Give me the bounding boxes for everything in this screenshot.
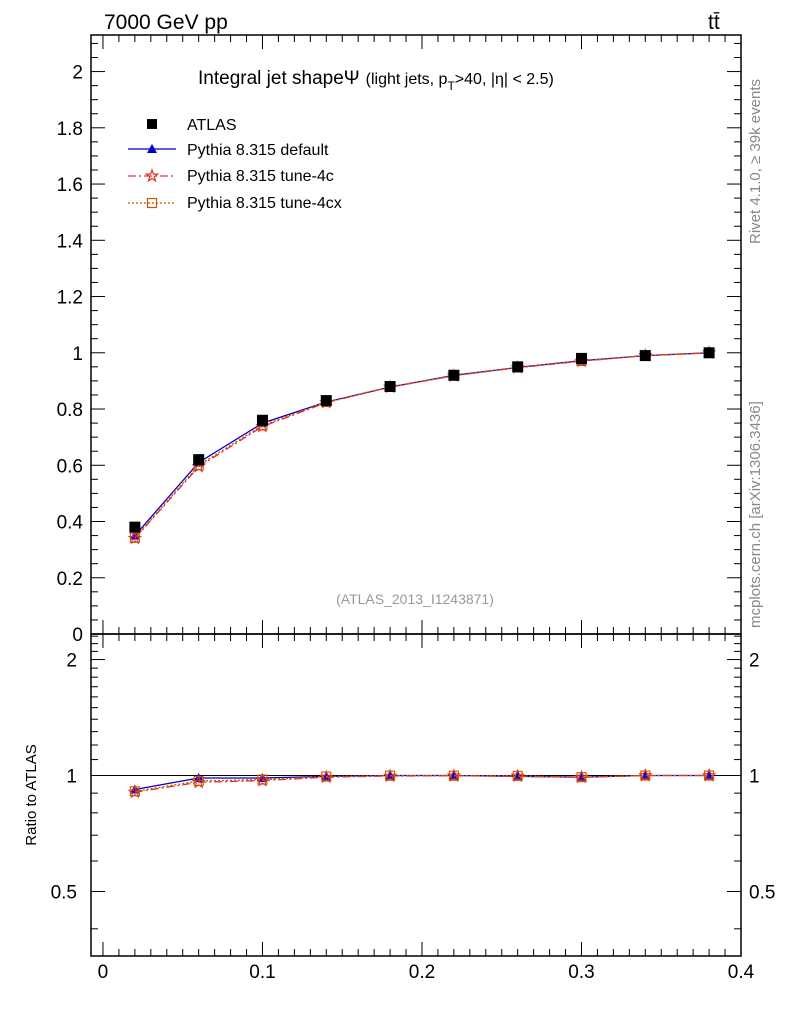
main-point-triangle [129,530,140,540]
main-atlas-point [639,350,651,362]
ratio-line-open-square [134,774,710,792]
legend-label-default: Pythia 8.315 default [187,142,329,159]
main-atlas-point [703,347,715,359]
main-atlas-point [256,414,268,426]
x-tick-label: 0.4 [728,962,755,983]
ratio-y-tick-label: 0.5 [51,882,77,903]
x-tick-label: 0.2 [409,962,435,983]
ratio-point-open-square [385,770,396,781]
legend-marker-tune4cx [146,197,158,209]
main-y-tick-label: 0.6 [57,456,83,477]
main-y-tick-label: 1 [72,344,83,365]
main-y-tick-label: 0 [72,625,83,646]
ratio-y-axis-label: Ratio to ATLAS [23,744,40,845]
main-y-tick-label: 1.2 [57,288,83,309]
main-y-tick-label: 0.8 [57,400,83,421]
ratio-plot-frame [90,633,742,957]
ratio-point-open-square [193,775,204,787]
ratio-line-star [134,774,710,793]
legend-label-tune4cx: Pythia 8.315 tune-4cx [187,195,342,212]
plot-title-psi: Ψ [344,68,360,89]
mcplots-credit-text: mcplots.cern.ch [arXiv:1306.3436] [747,401,764,628]
x-tick-label: 0.3 [568,962,594,983]
ratio-point-open-square [576,772,587,783]
main-line-open-square [134,352,710,539]
legend: ATLAS Pythia 8.315 default Pythia 8.315 … [128,117,342,212]
main-atlas-point [512,361,524,373]
main-atlas-point [448,369,460,381]
main-y-tick-label: 1.8 [57,119,83,140]
rivet-version-text: Rivet 4.1.0, ≥ 39k events [747,79,764,244]
main-atlas-point [384,381,396,393]
main-line-triangle [134,352,710,537]
main-atlas-point [193,454,205,466]
plot-title: Integral jet shapeΨ (light jets, pT>40, |… [198,68,554,93]
ratio-point-open-square [257,774,268,785]
main-y-tick-label: 2 [72,63,83,84]
legend-marker-atlas [147,119,157,129]
main-point-open-square [129,532,140,543]
main-y-tick-label: 0.4 [57,513,84,534]
ratio-point-open-square [321,771,332,782]
legend-label-tune4c: Pythia 8.315 tune-4c [187,168,334,185]
legend-label-atlas: ATLAS [187,117,237,134]
ratio-point-open-square [704,770,715,781]
plot-title-main: Integral jet shape [198,68,344,89]
chart-marks: 0 0.2 0.4 0.6 0.8 1 1.2 1.4 1.6 1.8 2 0 0.1 0.2 0.3 0.4… [51,34,775,983]
ratio-point-open-square [640,770,651,781]
ratio-y-tick-label-right: 0.5 [749,882,775,903]
ratio-y-tick-label-right: 1 [749,767,760,788]
plot-title-sub: (light jets, p [366,71,448,88]
header-left: 7000 GeV pp [104,11,228,34]
main-y-tick-label: 0.2 [57,569,83,590]
main-atlas-point [320,395,332,407]
main-atlas-point [575,352,587,364]
ratio-line-triangle [134,774,710,791]
main-atlas-point [129,521,141,533]
ratio-y-tick-label: 1 [66,767,77,788]
main-y-tick-label: 1.4 [57,231,84,252]
ratio-y-tick-label-right: 2 [749,651,760,672]
analysis-id: (ATLAS_2013_I1243871) [336,591,494,607]
plot-title-sub-index: T [447,79,455,93]
ratio-point-open-square [129,786,140,797]
main-y-tick-label: 1.6 [57,175,83,196]
ratio-point-open-square [448,770,459,781]
plot-title-sub-rest: >40, |η| < 2.5) [455,71,554,88]
x-tick-label: 0 [98,962,109,983]
ratio-y-tick-label: 2 [66,651,77,672]
ratio-point-open-square [512,770,523,781]
header-right: tt̄ [708,11,720,34]
legend-marker-default [147,144,157,153]
legend-marker-tune4c [144,168,160,183]
x-tick-label: 0.1 [249,962,275,983]
